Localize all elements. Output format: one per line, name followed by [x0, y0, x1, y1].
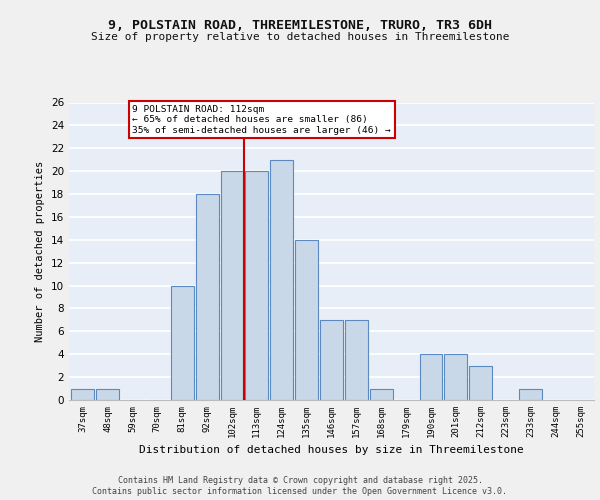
Text: 9, POLSTAIN ROAD, THREEMILESTONE, TRURO, TR3 6DH: 9, POLSTAIN ROAD, THREEMILESTONE, TRURO,… [108, 19, 492, 32]
Y-axis label: Number of detached properties: Number of detached properties [35, 160, 46, 342]
Bar [221, 171, 244, 400]
Bar [445, 354, 467, 400]
Bar [71, 388, 94, 400]
Text: Size of property relative to detached houses in Threemilestone: Size of property relative to detached ho… [91, 32, 509, 42]
Text: 9 POLSTAIN ROAD: 112sqm
← 65% of detached houses are smaller (86)
35% of semi-de: 9 POLSTAIN ROAD: 112sqm ← 65% of detache… [133, 105, 391, 134]
Bar [370, 388, 393, 400]
Bar [295, 240, 318, 400]
Bar [171, 286, 194, 400]
X-axis label: Distribution of detached houses by size in Threemilestone: Distribution of detached houses by size … [139, 446, 524, 456]
Text: Contains public sector information licensed under the Open Government Licence v3: Contains public sector information licen… [92, 488, 508, 496]
Bar [270, 160, 293, 400]
Bar [345, 320, 368, 400]
Bar [519, 388, 542, 400]
Bar [245, 171, 268, 400]
Bar [419, 354, 442, 400]
Text: Contains HM Land Registry data © Crown copyright and database right 2025.: Contains HM Land Registry data © Crown c… [118, 476, 482, 485]
Bar [320, 320, 343, 400]
Bar [469, 366, 492, 400]
Bar [96, 388, 119, 400]
Bar [196, 194, 218, 400]
